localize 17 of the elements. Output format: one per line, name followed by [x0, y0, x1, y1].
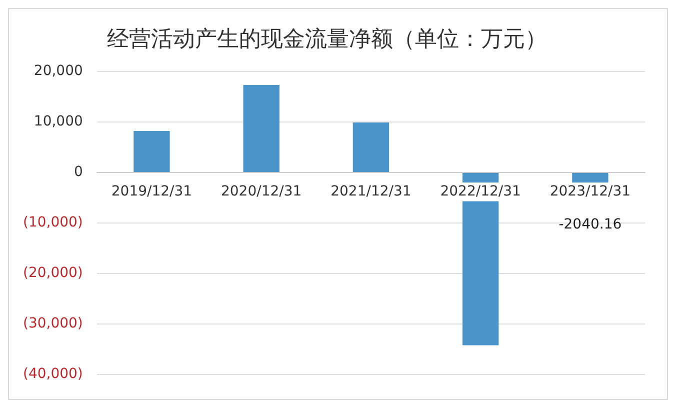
x-tick-label: 2022/12/31: [440, 184, 521, 200]
x-tick-label: 2023/12/31: [550, 184, 631, 200]
chart-title: 经营活动产生的现金流量净额（单位：万元）: [107, 26, 547, 52]
y-tick-label: 0: [74, 164, 83, 180]
y-tick-label: (20,000): [22, 265, 83, 282]
bar: [243, 85, 280, 172]
x-tick-label: 2019/12/31: [111, 184, 192, 200]
x-tick-label: 2020/12/31: [220, 184, 302, 200]
y-tick-label: (10,000): [22, 214, 83, 231]
bar: [134, 131, 170, 172]
y-tick-label: (30,000): [22, 316, 83, 332]
y-tick-label: 10,000: [34, 114, 83, 130]
y-tick-label: 20,000: [34, 63, 83, 80]
bar: [352, 122, 390, 172]
data-label: -2040.16: [558, 216, 622, 232]
x-tick-label: 2021/12/31: [330, 184, 412, 200]
y-tick-label: (40,000): [22, 366, 83, 382]
